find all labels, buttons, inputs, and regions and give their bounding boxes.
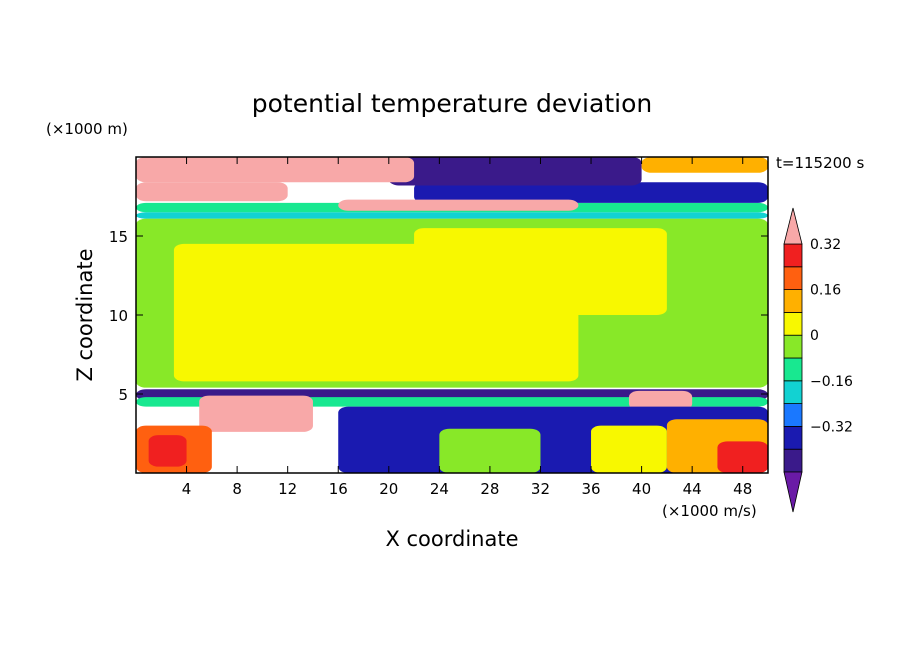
- x-tick-label: 28: [480, 480, 499, 498]
- y-unit-label: (×1000 m): [46, 120, 128, 138]
- x-tick-label: 12: [278, 480, 297, 498]
- y-tick-label: 15: [109, 228, 128, 246]
- colorbar-label: 0: [810, 328, 819, 344]
- x-tick-label: 32: [531, 480, 550, 498]
- contour-region-17: [148, 435, 187, 467]
- colorbar-segment: [783, 311, 803, 336]
- chart-title: potential temperature deviation: [252, 89, 652, 118]
- contour-region-13: [199, 395, 313, 432]
- colorbar-segment: [783, 289, 803, 313]
- contour-region-10: [641, 157, 768, 173]
- colorbar-segment: [783, 243, 803, 268]
- y-axis: 5 10 15: [109, 228, 768, 404]
- contour-region-6: [388, 157, 642, 186]
- x-tick-label: 44: [683, 480, 702, 498]
- contour-region-14: [628, 390, 693, 410]
- x-tick-label: 40: [632, 480, 651, 498]
- colorbar-segment: [783, 403, 803, 427]
- colorbar-segment: [783, 425, 803, 450]
- colorbar-segment: [783, 266, 803, 290]
- y-tick-label: 5: [118, 386, 128, 404]
- contour-region-2: [414, 228, 667, 315]
- x-tick-label: 20: [379, 480, 398, 498]
- y-tick-label: 10: [109, 307, 128, 325]
- x-tick-label: 4: [182, 480, 192, 498]
- x-axis-title: X coordinate: [385, 527, 518, 551]
- contour-region-7: [136, 182, 288, 202]
- y-axis-title: Z coordinate: [73, 248, 97, 381]
- colorbar-segment: [783, 380, 803, 404]
- colorbar-label: −0.16: [810, 374, 853, 390]
- colorbar: 0.32 0.16 0 −0.16 −0.32: [783, 207, 853, 513]
- x-tick-label: 36: [581, 480, 600, 498]
- contour-region-19: [591, 425, 667, 473]
- x-unit-label: (×1000 m/s): [662, 502, 757, 520]
- contour-region-3: [136, 212, 768, 219]
- colorbar-extend-top: [783, 207, 803, 245]
- x-tick-label: 48: [733, 480, 752, 498]
- colorbar-segment: [783, 357, 803, 382]
- colorbar-segment: [783, 448, 803, 473]
- contour-region-5: [414, 182, 768, 203]
- x-tick-label: 24: [430, 480, 449, 498]
- x-tick-label: 16: [329, 480, 348, 498]
- colorbar-segment: [783, 334, 803, 359]
- colorbar-label: 0.16: [810, 283, 841, 299]
- contour-region-21: [717, 441, 768, 473]
- colorbar-label: −0.32: [810, 419, 853, 435]
- time-label: t=115200 s: [776, 154, 864, 172]
- x-axis: 4 8 12 16 20 24 28 32 36 40 44 48: [182, 157, 752, 498]
- colorbar-extend-bottom: [783, 471, 803, 513]
- contour-region-9: [136, 157, 415, 183]
- contour-region-20: [439, 428, 541, 473]
- colorbar-label: 0.32: [810, 237, 841, 253]
- contour-field: [136, 157, 768, 473]
- x-tick-label: 8: [232, 480, 242, 498]
- contour-region-8: [338, 199, 579, 211]
